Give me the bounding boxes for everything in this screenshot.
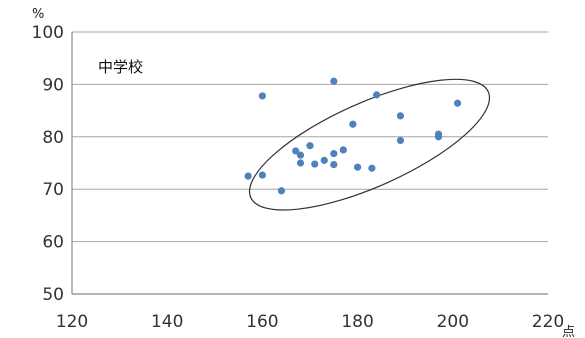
x-tick-200: 200 [437,312,469,332]
grid-lines [71,31,548,295]
x-tick-220: 220 [532,312,564,332]
y-tick-labels: 50 60 70 80 90 100 [32,23,64,305]
x-tick-labels: 120 140 160 180 200 220 [56,312,564,332]
data-point-16 [354,163,362,171]
x-tick-180: 180 [341,312,373,332]
y-tick-70: 70 [42,180,64,200]
data-point-22 [434,130,443,138]
y-tick-90: 90 [42,75,64,95]
data-point-18 [373,91,381,99]
data-point-6 [296,151,305,159]
data-point-3 [258,92,266,100]
trend-ellipse [248,78,491,211]
data-point-2 [258,171,266,179]
data-point-8 [306,142,314,150]
y-tick-50: 50 [42,285,64,305]
x-tick-120: 120 [56,312,88,332]
data-points [244,77,462,195]
data-point-13 [330,77,338,85]
y-tick-100: 100 [32,23,64,43]
data-point-7 [296,159,305,167]
y-unit-label: % [32,7,44,22]
data-point-20 [396,112,405,120]
data-point-1 [244,172,252,180]
x-tick-140: 140 [151,312,183,332]
x-unit-label: 点 [562,325,575,338]
data-point-9 [311,160,319,168]
y-tick-60: 60 [42,233,64,253]
x-tick-160: 160 [246,312,278,332]
data-point-4 [277,187,286,195]
in-chart-label: 中学校 [98,58,143,76]
data-point-5 [292,147,300,155]
data-point-10 [320,156,328,164]
data-point-17 [368,164,376,172]
data-point-19 [396,136,405,145]
data-point-14 [339,146,347,154]
data-point-15 [349,120,357,128]
data-point-23 [453,99,462,107]
data-point-12 [330,149,338,158]
y-tick-80: 80 [42,128,64,148]
data-point-11 [330,160,338,169]
